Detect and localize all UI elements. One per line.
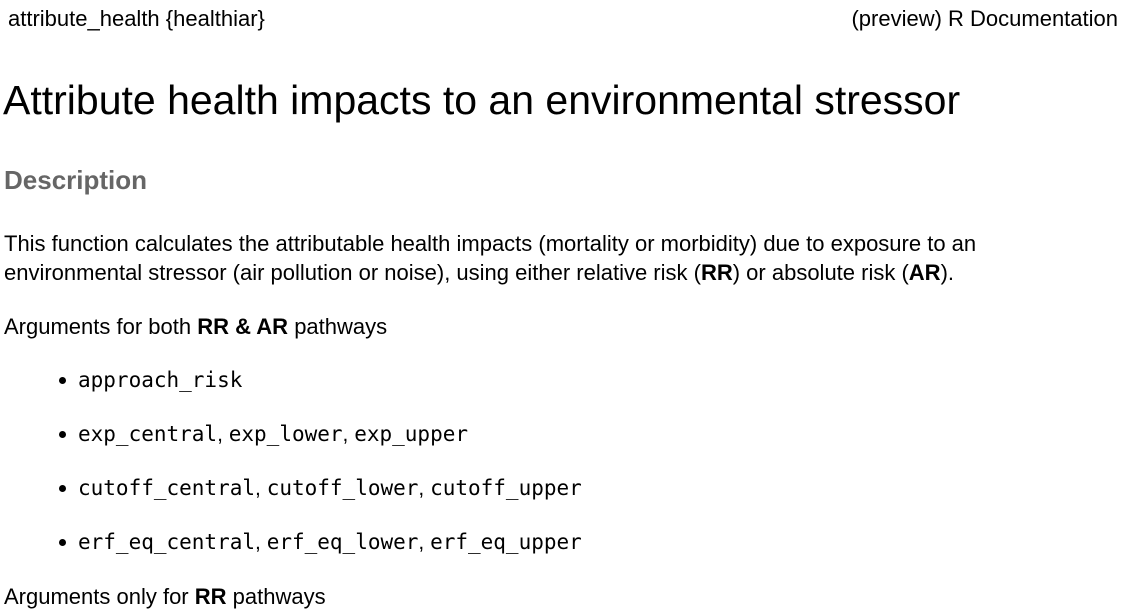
bullet-icon (59, 485, 66, 492)
args-both-bold: RR & AR (197, 314, 289, 339)
args-both-prefix: Arguments for both (4, 314, 198, 339)
argument-code: cutoff_lower (266, 476, 419, 500)
argument-list-item: erf_eq_central, erf_eq_lower, erf_eq_upp… (48, 527, 582, 581)
description-line-2c: ). (940, 260, 955, 285)
args-both-heading: Arguments for both RR & AR pathways (4, 312, 387, 341)
argument-list: approach_risk exp_central, exp_lower, exp… (48, 365, 582, 581)
args-rr-suffix: pathways (226, 584, 326, 609)
argument-code: cutoff_central (78, 476, 256, 500)
description-line-2a: environmental stressor (air pollution or… (4, 260, 701, 285)
argument-code: cutoff_upper (430, 476, 582, 500)
argument-code: erf_eq_upper (430, 530, 582, 554)
args-rr-heading: Arguments only for RR pathways (4, 582, 326, 611)
argument-list-item: approach_risk (48, 365, 582, 419)
description-paragraph: This function calculates the attributabl… (4, 229, 976, 287)
args-both-suffix: pathways (288, 314, 388, 339)
package-label: attribute_health {healthiar} (8, 6, 265, 31)
argument-list-item: exp_central, exp_lower, exp_upper (48, 419, 582, 473)
ar-term: AR (908, 260, 941, 285)
argument-code: approach_risk (78, 368, 243, 392)
section-heading-description: Description (4, 165, 148, 195)
argument-code: erf_eq_central (78, 530, 256, 554)
description-line-1: This function calculates the attributabl… (4, 231, 977, 256)
bullet-icon (59, 539, 66, 546)
documentation-label: (preview) R Documentation (851, 6, 1118, 31)
args-rr-bold: RR (194, 584, 227, 609)
args-rr-prefix: Arguments only for (4, 584, 195, 609)
argument-list-item: cutoff_central, cutoff_lower, cutoff_upp… (48, 473, 582, 527)
argument-code: exp_upper (354, 422, 469, 446)
rr-term: RR (700, 260, 733, 285)
page-title: Attribute health impacts to an environme… (3, 77, 961, 123)
argument-code: erf_eq_lower (266, 530, 419, 554)
description-line-2b: ) or absolute risk ( (732, 260, 909, 285)
bullet-icon (59, 377, 66, 384)
argument-code: exp_lower (228, 422, 343, 446)
argument-code: exp_central (78, 422, 218, 446)
bullet-icon (59, 431, 66, 438)
doc-header: attribute_health {healthiar} (preview) R… (8, 6, 1118, 36)
